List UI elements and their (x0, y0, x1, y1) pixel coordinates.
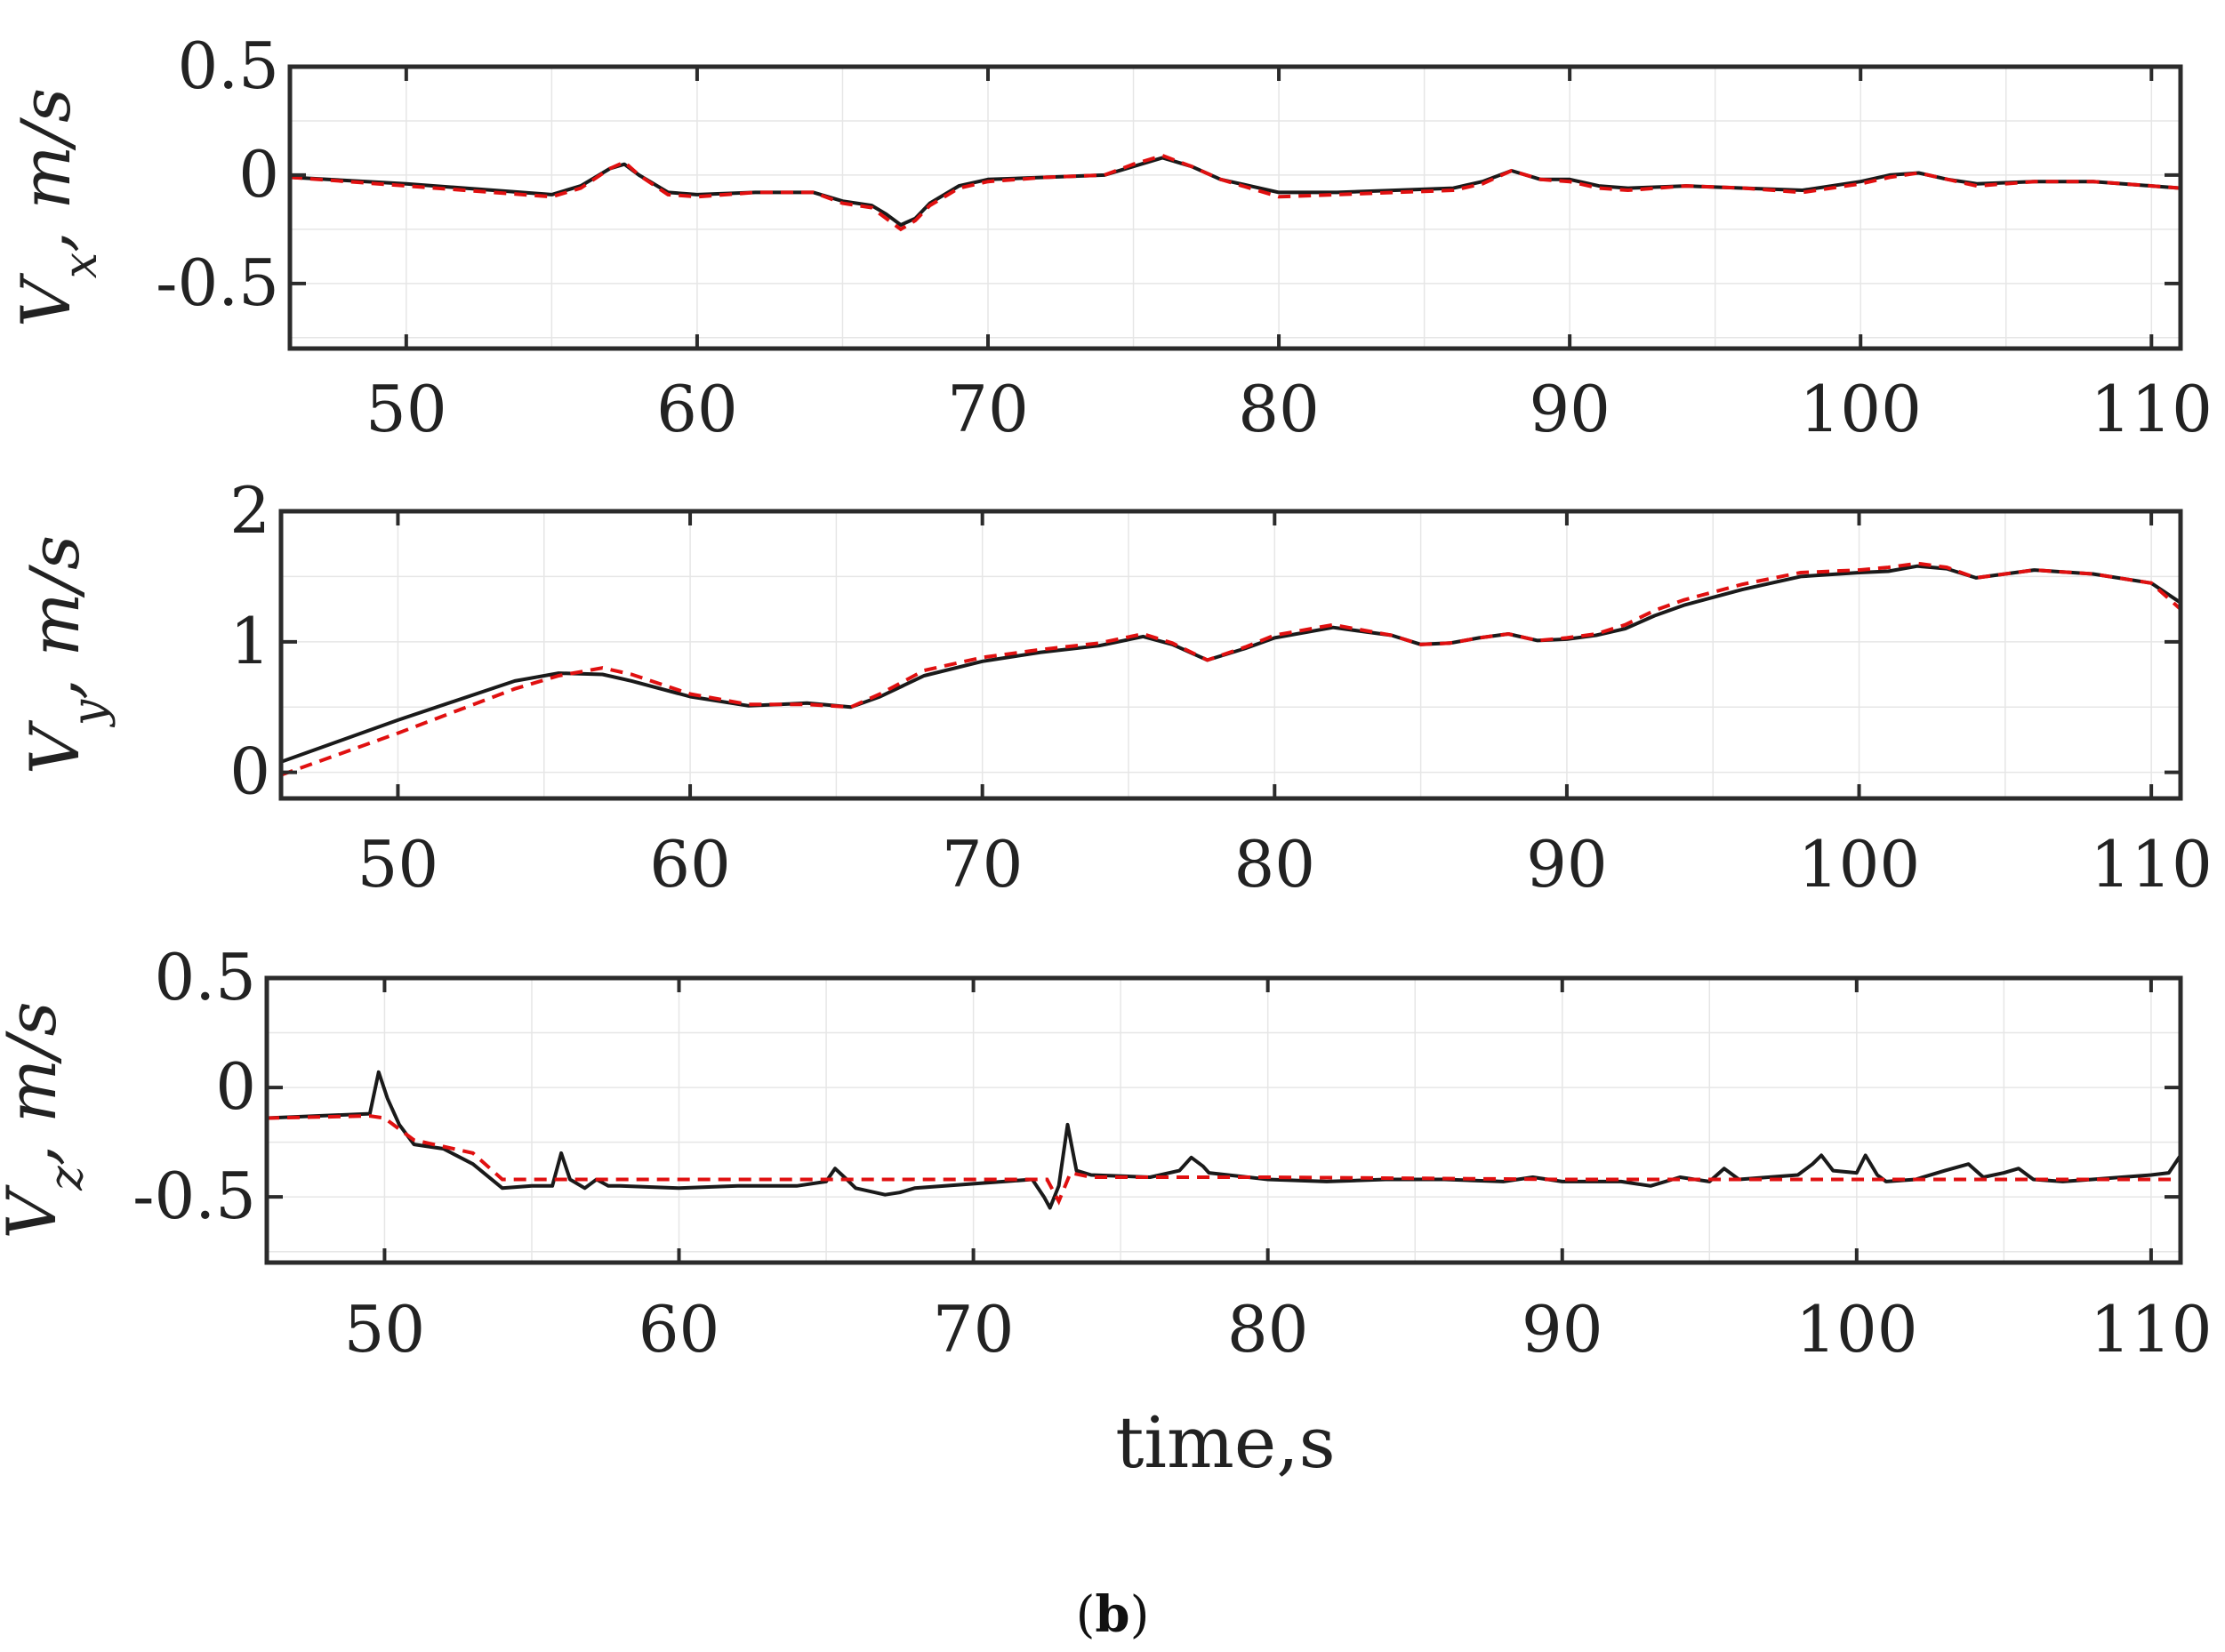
vy-x-tick-label: 90 (1526, 827, 1608, 902)
vz-grid (267, 977, 2181, 1263)
caption-letter: b (1095, 1585, 1129, 1644)
vy-series (280, 561, 2182, 777)
vy-x-tick-label: 110 (2090, 827, 2212, 902)
vz-x-tick-label: 60 (639, 1292, 720, 1367)
vy-y-axis-label: Vy, m/s (15, 535, 116, 774)
vx-y-tick-label: -0.5 (156, 245, 279, 320)
vy-ylabel-symbol: V (15, 719, 94, 774)
vz-y-tick-label: -0.5 (133, 1159, 256, 1233)
vy-x-tick-label: 70 (942, 827, 1024, 902)
vx-x-tick-label: 80 (1238, 372, 1320, 446)
vx-axes-box (287, 64, 2183, 351)
vx-measured-series-line (289, 156, 2181, 227)
vx-x-tick-label: 100 (1799, 372, 1921, 446)
vz-y-tick-label: 0 (215, 1049, 256, 1124)
vz-x-tick-label: 100 (1795, 1292, 1917, 1367)
vx-ylabel-subscript: x (54, 253, 108, 278)
vy-y-tick-label: 0 (229, 734, 270, 809)
vy-ylabel-units: , m/s (15, 535, 94, 700)
vx-ylabel-units: , m/s (6, 88, 85, 253)
vx-y-tick-label: 0.5 (177, 28, 279, 103)
vx-y-tick-label: 0 (238, 137, 279, 212)
caption-open-paren: ( (1076, 1586, 1096, 1644)
vz-panel: 50 60 70 80 90 100 110 0.5 0 -0.5 Vz, m/s (0, 940, 2213, 1367)
vx-panel: 50 60 70 80 90 100 110 0.5 0 -0.5 Vx, m/s (6, 28, 2213, 446)
caption-close-paren: ) (1130, 1586, 1150, 1644)
vx-x-tick-label: 110 (2091, 372, 2213, 446)
vz-x-tick-label: 110 (2090, 1292, 2212, 1367)
vz-ylabel-units: , m/s (0, 1001, 71, 1166)
vz-x-tick-label: 50 (344, 1292, 426, 1367)
vx-x-tick-label: 50 (365, 372, 447, 446)
vz-ticks: 50 60 70 80 90 100 110 0.5 0 -0.5 (133, 940, 2212, 1367)
vz-x-tick-label: 90 (1522, 1292, 1603, 1367)
vy-x-tick-label: 60 (649, 827, 731, 902)
vy-axes-box (278, 509, 2183, 801)
vy-x-tick-label: 50 (357, 827, 439, 902)
vz-y-tick-label: 0.5 (154, 940, 256, 1014)
vx-x-tick-label: 70 (947, 372, 1029, 446)
vy-measured-series-line (280, 564, 2182, 764)
vx-x-tick-label: 60 (656, 372, 738, 446)
vz-reference-series-line (266, 1114, 2181, 1206)
x-axis-label: time,s (1115, 1401, 1335, 1484)
vx-grid (290, 66, 2181, 349)
vx-series (289, 153, 2181, 232)
vy-x-tick-label: 80 (1233, 827, 1315, 902)
vz-x-tick-label: 70 (933, 1292, 1015, 1367)
vz-x-tick-label: 80 (1227, 1292, 1309, 1367)
vx-ticks: 50 60 70 80 90 100 110 0.5 0 -0.5 (156, 28, 2213, 446)
figure-caption: (b) (1076, 1585, 1150, 1644)
vy-reference-series-line (280, 561, 2182, 777)
vz-axes-box (264, 975, 2183, 1265)
vx-reference-series-line (289, 153, 2181, 232)
vz-y-axis-label: Vz, m/s (0, 1001, 93, 1239)
vz-ylabel-symbol: V (0, 1184, 71, 1239)
vx-ylabel-symbol: V (6, 272, 85, 327)
vy-x-tick-label: 100 (1798, 827, 1920, 902)
vy-grid (281, 510, 2181, 798)
vy-ticks: 50 60 70 80 90 100 110 2 1 0 (229, 473, 2213, 902)
vz-measured-series-line (266, 1070, 2182, 1210)
vy-y-tick-label: 1 (229, 604, 270, 678)
vy-y-tick-label: 2 (229, 473, 270, 548)
vx-x-tick-label: 90 (1529, 372, 1611, 446)
vy-ylabel-subscript: y (63, 699, 116, 727)
vy-panel: 50 60 70 80 90 100 110 2 1 0 Vy, m/s (15, 473, 2213, 902)
vz-ylabel-subscript: z (40, 1166, 93, 1191)
vx-y-axis-label: Vx, m/s (6, 88, 108, 327)
vz-series (266, 1070, 2182, 1210)
